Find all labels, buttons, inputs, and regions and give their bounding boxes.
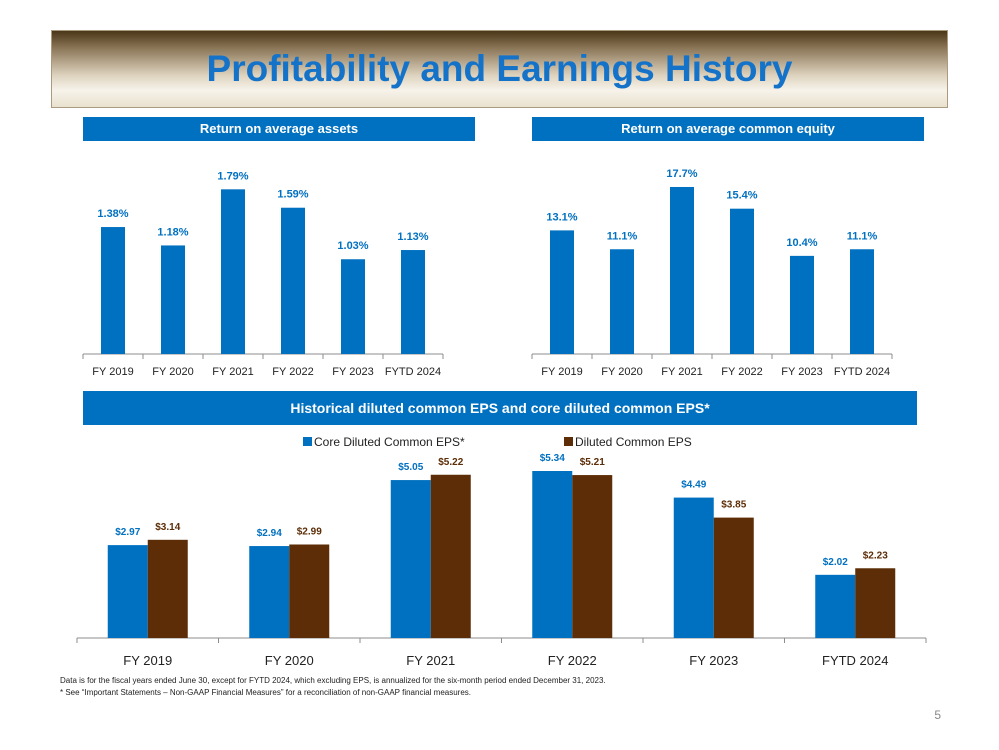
roa-value-label: 1.13% <box>397 231 428 243</box>
roe-value-label: 10.4% <box>786 237 817 249</box>
roa-value-label: 1.79% <box>217 170 248 182</box>
eps-bar-diluted <box>572 475 613 638</box>
roa-category-label: FY 2019 <box>92 366 133 378</box>
roe-value-label: 13.1% <box>546 211 577 223</box>
roe-bar <box>550 230 574 354</box>
roe-header: Return on average common equity <box>532 117 924 141</box>
roa-category-label: FY 2020 <box>152 366 193 378</box>
roa-bar <box>161 245 185 354</box>
roa-value-label: 1.18% <box>157 226 188 238</box>
eps-value-label: $3.85 <box>721 500 746 511</box>
roa-value-label: 1.03% <box>337 240 368 252</box>
eps-bar-core <box>249 546 290 638</box>
roa-bar <box>341 259 365 354</box>
eps-value-label: $2.23 <box>863 550 888 561</box>
eps-category-label: FY 2022 <box>548 653 597 668</box>
eps-value-label: $2.94 <box>257 528 282 539</box>
roe-bar <box>730 208 754 354</box>
roe-bar <box>850 249 874 354</box>
roa-category-label: FYTD 2024 <box>385 366 441 378</box>
roe-category-label: FY 2019 <box>541 366 582 378</box>
roe-category-label: FY 2022 <box>721 366 762 378</box>
eps-value-label: $2.02 <box>823 557 848 568</box>
eps-category-label: FY 2021 <box>406 653 455 668</box>
eps-bar-core <box>673 497 714 638</box>
eps-legend-swatch <box>564 437 573 446</box>
eps-value-label: $5.22 <box>438 457 463 468</box>
eps-value-label: $5.34 <box>540 453 565 464</box>
roa-bar <box>101 227 125 354</box>
roa-header: Return on average assets <box>83 117 475 141</box>
roa-bar <box>401 250 425 354</box>
roe-value-label: 15.4% <box>726 190 757 202</box>
eps-bar-diluted <box>713 517 754 638</box>
title-bar: Profitability and Earnings History <box>51 30 948 108</box>
eps-value-label: $2.97 <box>115 527 140 538</box>
roa-category-label: FY 2021 <box>212 366 253 378</box>
eps-value-label: $5.21 <box>580 457 605 468</box>
eps-value-label: $4.49 <box>681 480 706 491</box>
eps-bar-diluted <box>147 539 188 638</box>
page-title: Profitability and Earnings History <box>206 48 793 89</box>
footnote-2: * See “Important Statements – Non-GAAP F… <box>60 688 472 697</box>
roe-value-label: 11.1% <box>607 230 638 242</box>
eps-value-label: $3.14 <box>155 522 180 533</box>
roe-bar <box>790 255 814 354</box>
roa-category-label: FY 2023 <box>332 366 373 378</box>
roa-bar <box>221 189 245 354</box>
eps-chart: $2.97 $3.14 FY 2019 $2.94 $2.99 FY 2020 $5.05 $… <box>76 435 927 668</box>
eps-value-label: $2.99 <box>297 526 322 537</box>
roa-value-label: 1.59% <box>277 189 308 201</box>
eps-category-label: FY 2020 <box>265 653 314 668</box>
eps-bar-core <box>107 545 148 638</box>
roe-chart: 13.1% FY 2019 11.1% FY 2020 17.7% FY 2021 15.4… <box>531 168 893 378</box>
eps-category-label: FY 2019 <box>123 653 172 668</box>
footnote-1: Data is for the fiscal years ended June … <box>60 676 606 685</box>
eps-legend-swatch <box>303 437 312 446</box>
eps-category-label: FY 2023 <box>689 653 738 668</box>
roa-chart: 1.38% FY 2019 1.18% FY 2020 1.79% FY 2021 1.59… <box>82 170 444 378</box>
roa-bar <box>281 207 305 354</box>
eps-header: Historical diluted common EPS and core d… <box>83 391 917 425</box>
roe-value-label: 11.1% <box>847 230 878 242</box>
roe-category-label: FY 2020 <box>601 366 642 378</box>
eps-value-label: $5.05 <box>398 462 423 473</box>
eps-legend-label: Core Diluted Common EPS* <box>314 435 465 449</box>
roa-value-label: 1.38% <box>97 208 128 220</box>
roe-category-label: FY 2021 <box>661 366 702 378</box>
eps-bar-core <box>532 471 573 638</box>
eps-bar-diluted <box>855 568 896 638</box>
roe-category-label: FY 2023 <box>781 366 822 378</box>
page-number: 5 <box>934 708 941 722</box>
eps-bar-core <box>815 574 856 638</box>
eps-category-label: FYTD 2024 <box>822 653 888 668</box>
eps-bar-diluted <box>430 474 471 638</box>
roe-bar <box>610 249 634 354</box>
eps-bar-core <box>390 480 431 638</box>
eps-legend-label: Diluted Common EPS <box>575 435 692 449</box>
roe-category-label: FYTD 2024 <box>834 366 890 378</box>
roa-category-label: FY 2022 <box>272 366 313 378</box>
eps-bar-diluted <box>289 544 330 638</box>
roe-bar <box>670 186 694 354</box>
roe-value-label: 17.7% <box>666 168 697 180</box>
